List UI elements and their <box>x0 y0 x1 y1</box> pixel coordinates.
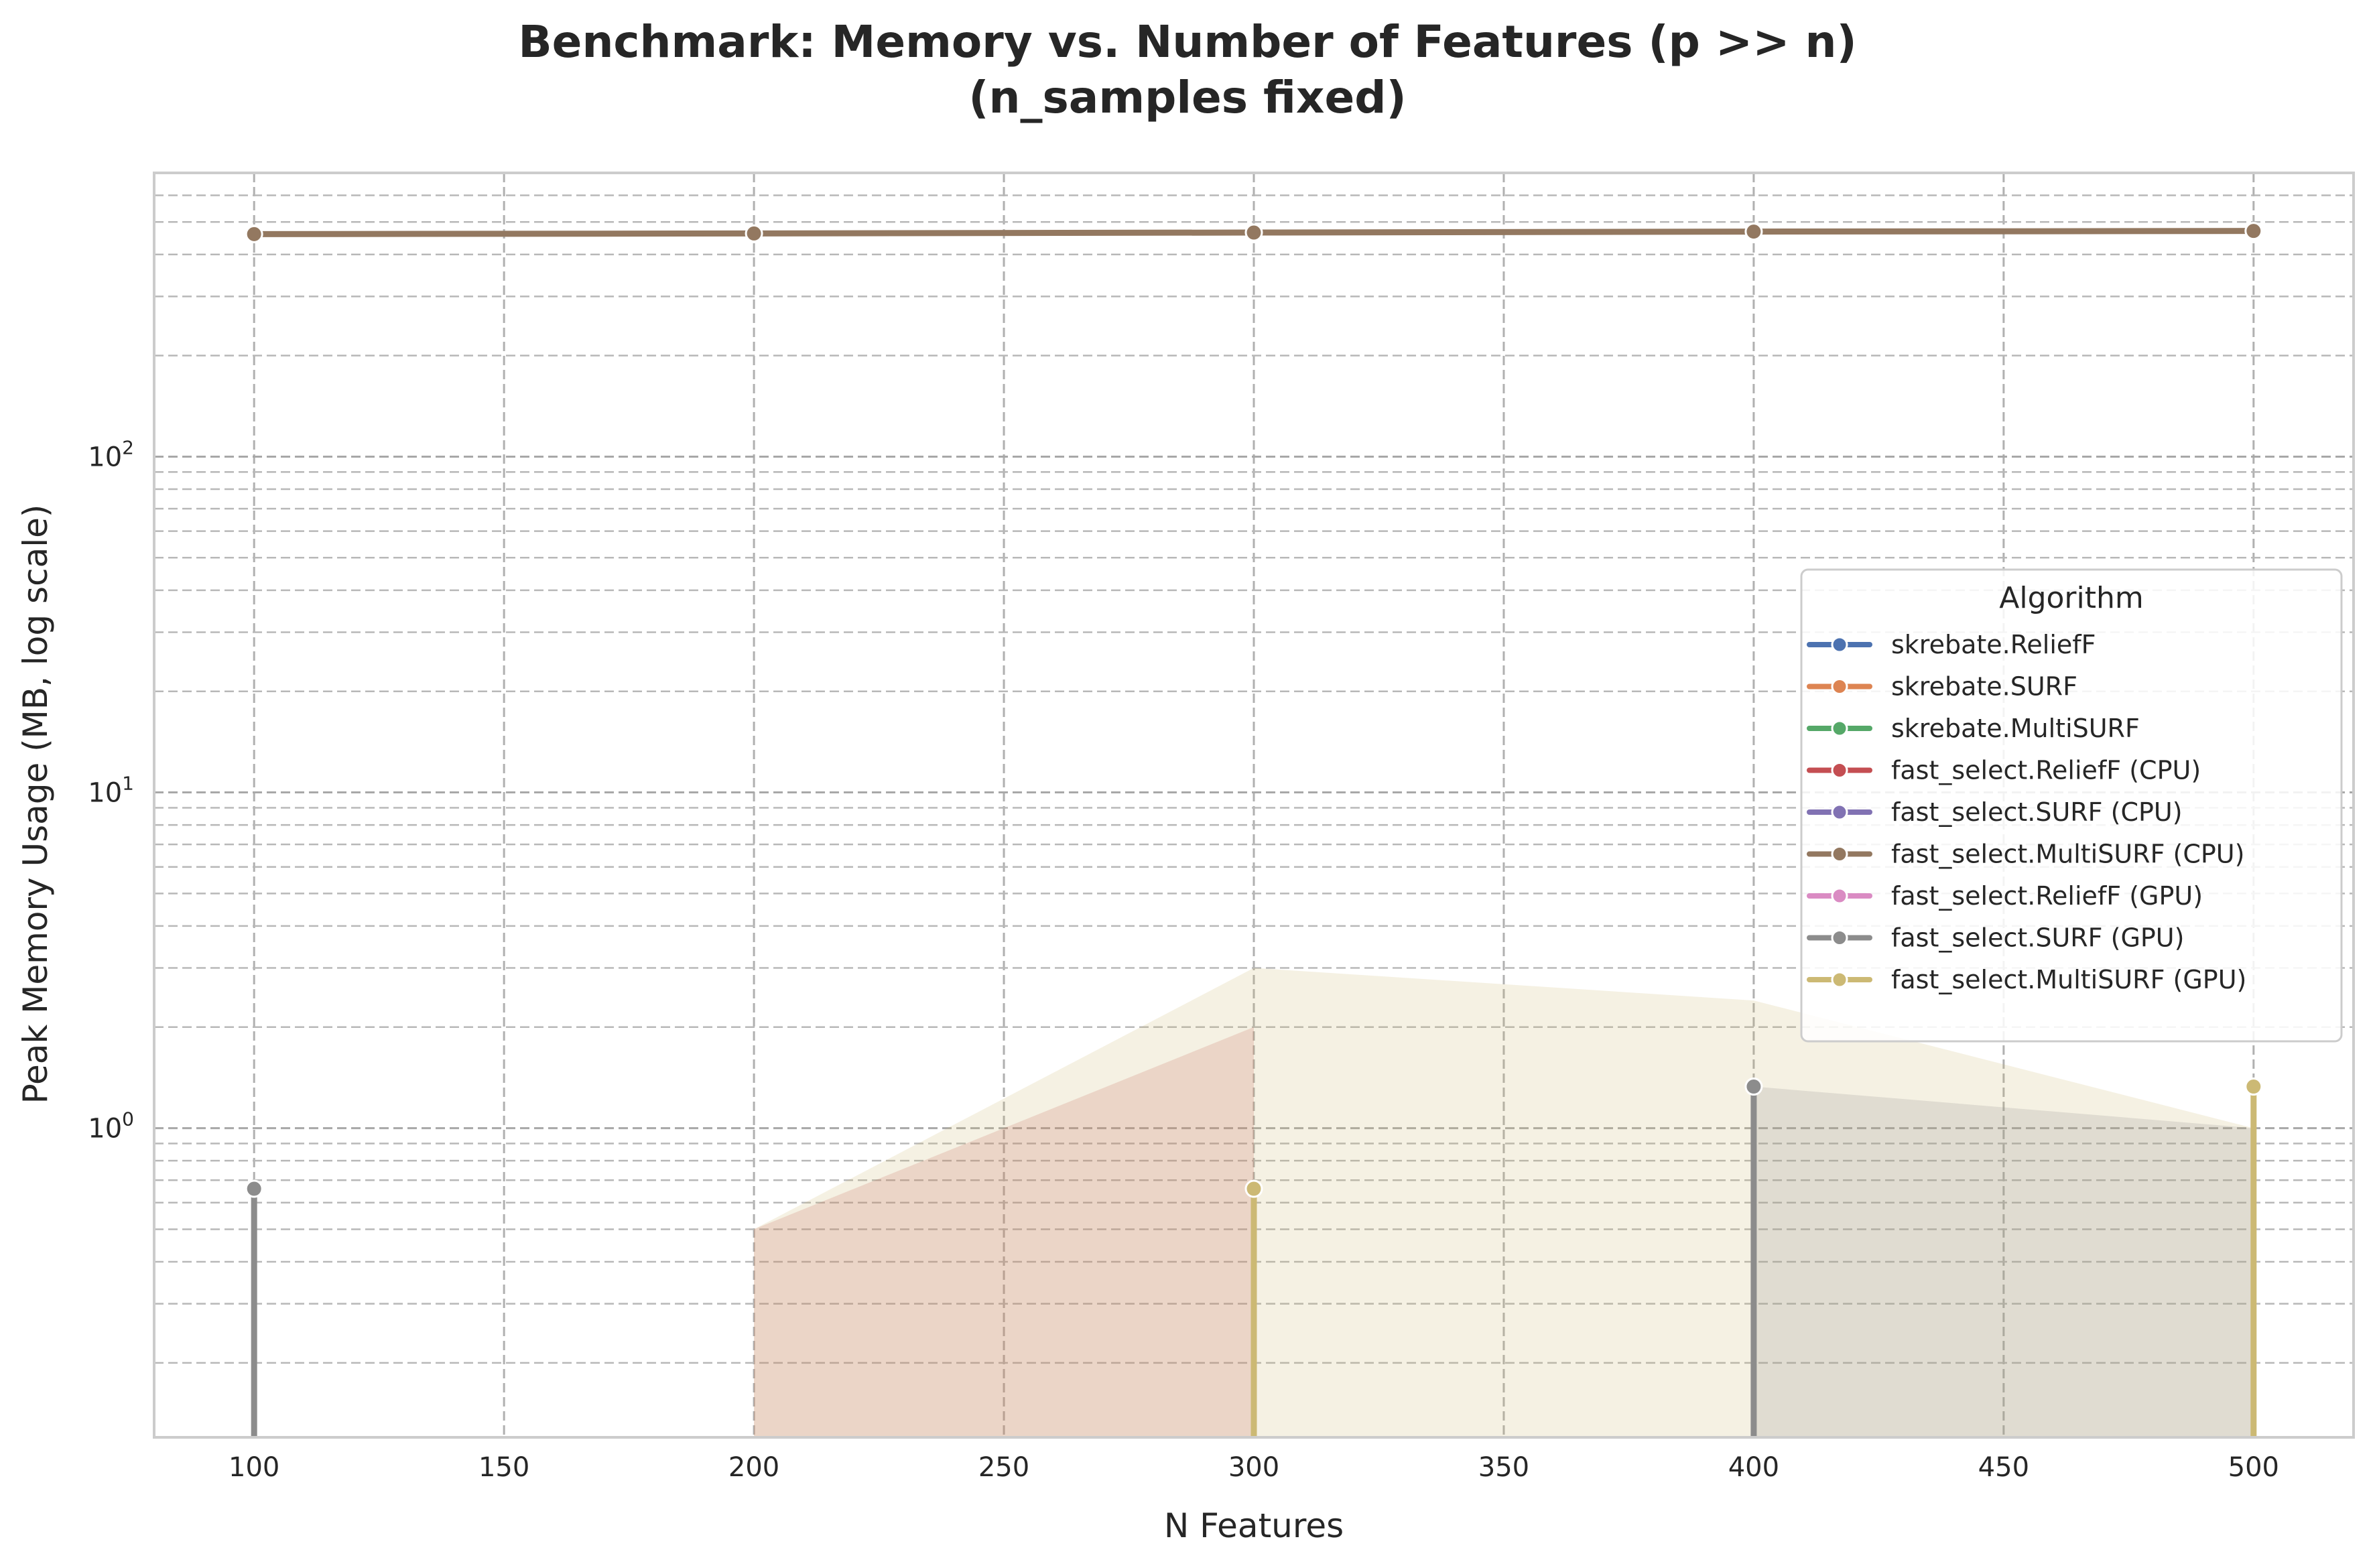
legend-label: skrebate.ReliefF <box>1891 630 2096 659</box>
x-tick-label: 500 <box>2228 1452 2279 1483</box>
chart-title-line-1: Benchmark: Memory vs. Number of Features… <box>518 16 1856 68</box>
data-point <box>1744 222 1763 241</box>
data-point <box>245 1179 263 1198</box>
legend-swatch-marker <box>1831 929 1848 946</box>
legend-swatch-marker <box>1831 887 1848 905</box>
legend-label: skrebate.MultiSURF <box>1891 714 2140 743</box>
x-tick-label: 100 <box>229 1452 279 1483</box>
x-tick-label: 300 <box>1228 1452 1279 1483</box>
x-tick-label: 350 <box>1478 1452 1529 1483</box>
data-point <box>1744 1077 1763 1096</box>
legend-items: skrebate.ReliefF skrebate.SURF skrebate.Mu… <box>1807 630 2246 994</box>
legend-box <box>1800 568 2343 1043</box>
y-tick-label: 100 <box>88 1108 134 1145</box>
legend-label: fast_select.ReliefF (CPU) <box>1891 756 2201 785</box>
data-point <box>2244 1077 2263 1096</box>
x-axis-ticks: 100 150 200 250 300 350 400 450 500 <box>229 1452 2279 1483</box>
x-tick-label: 450 <box>1978 1452 2029 1483</box>
legend-title: Algorithm <box>1999 581 2144 615</box>
legend-swatch-marker <box>1831 803 1848 821</box>
legend-label: skrebate.SURF <box>1891 672 2077 702</box>
legend-swatch-marker <box>1831 636 1848 653</box>
legend-label: fast_select.SURF (GPU) <box>1891 923 2184 953</box>
y-axis-ticks: 100 101 102 <box>88 436 134 1144</box>
data-point <box>1244 1179 1263 1198</box>
legend-label: fast_select.MultiSURF (GPU) <box>1891 965 2246 994</box>
y-tick-label: 102 <box>88 436 134 472</box>
data-point <box>245 224 263 243</box>
y-axis-label: Peak Memory Usage (MB, log scale) <box>16 505 55 1104</box>
y-tick-label: 101 <box>88 773 134 809</box>
confidence-band <box>754 968 2254 1437</box>
confidence-bands <box>754 968 2254 1437</box>
plot-area-frame <box>153 172 2355 1439</box>
x-tick-label: 250 <box>978 1452 1029 1483</box>
legend: Algorithm skrebate.ReliefFskrebate.SURFs… <box>1800 568 2343 1043</box>
series-lines <box>245 222 2263 1437</box>
x-tick-label: 150 <box>478 1452 529 1483</box>
legend-swatch-marker <box>1831 720 1848 737</box>
legend-label: fast_select.MultiSURF (CPU) <box>1891 840 2244 869</box>
legend-swatch-marker <box>1831 678 1848 695</box>
data-point <box>745 224 763 243</box>
legend-swatch-marker <box>1831 971 1848 988</box>
legend-swatch-marker <box>1831 846 1848 862</box>
legend-swatch-marker <box>1831 762 1848 779</box>
x-tick-label: 400 <box>1728 1452 1779 1483</box>
data-point <box>1244 223 1263 242</box>
chart-title-line-2: (n_samples fixed) <box>968 72 1406 123</box>
confidence-band <box>754 1027 1254 1437</box>
legend-label: fast_select.SURF (CPU) <box>1891 797 2183 827</box>
x-tick-label: 200 <box>728 1452 779 1483</box>
legend-label: fast_select.ReliefF (GPU) <box>1891 881 2203 911</box>
data-point <box>2244 222 2263 241</box>
x-axis-label: N Features <box>1164 1506 1344 1545</box>
confidence-band <box>1753 1086 2254 1437</box>
